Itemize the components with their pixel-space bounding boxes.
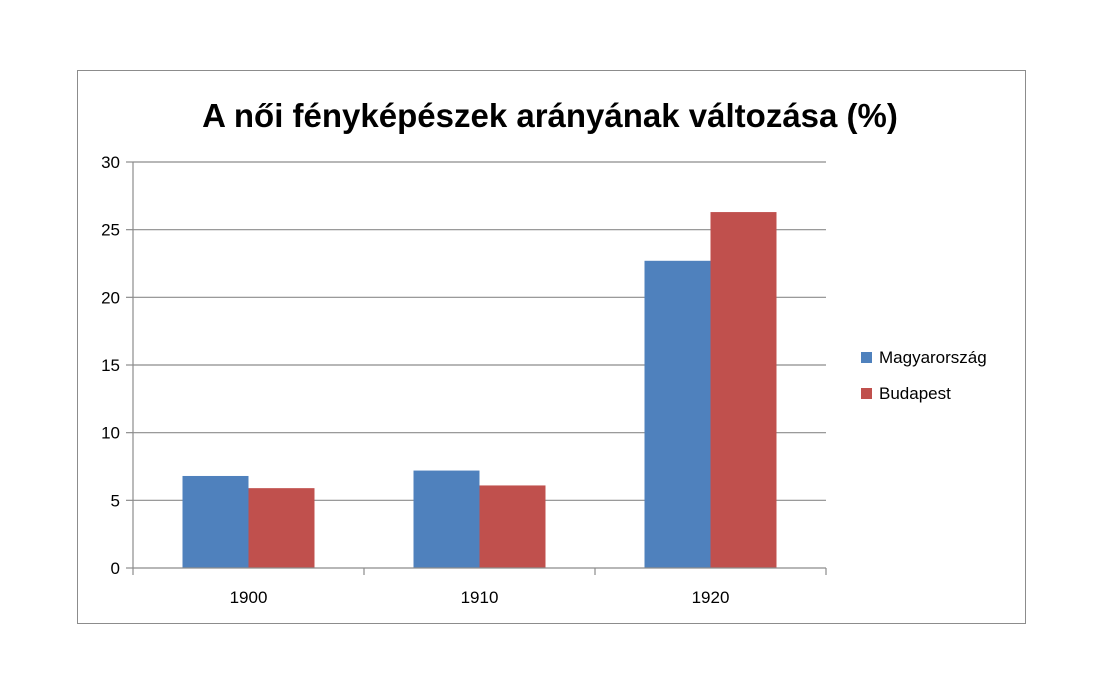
bar-budapest-1900 — [248, 488, 315, 568]
legend-label: Budapest — [879, 384, 951, 403]
chart-title: A női fényképészek arányának változása (… — [202, 97, 898, 134]
legend-swatch — [861, 388, 872, 399]
y-tick-label: 5 — [111, 491, 120, 510]
y-tick-label: 20 — [101, 288, 120, 307]
y-tick-label: 15 — [101, 356, 120, 375]
bar-magyarorsz-g-1900 — [182, 475, 249, 568]
y-tick-label: 25 — [101, 221, 120, 240]
bar-budapest-1910 — [479, 485, 546, 568]
x-tick-label: 1920 — [692, 588, 730, 607]
legend-swatch — [861, 352, 872, 363]
x-tick-label: 1910 — [461, 588, 499, 607]
legend-label: Magyarország — [879, 348, 987, 367]
legend: Magyarország Budapest — [861, 348, 987, 403]
x-tick-label: 1900 — [230, 588, 268, 607]
y-tick-label: 0 — [111, 559, 120, 578]
bar-budapest-1920 — [710, 212, 777, 568]
y-tick-label: 10 — [101, 424, 120, 443]
axes: 0 5 10 15 20 25 30 1900 1910 1920 — [101, 153, 827, 607]
bar-magyarorsz-g-1910 — [413, 470, 480, 568]
y-tick-label: 30 — [101, 153, 120, 172]
bar-magyarorsz-g-1920 — [644, 260, 711, 568]
bars — [182, 212, 777, 568]
